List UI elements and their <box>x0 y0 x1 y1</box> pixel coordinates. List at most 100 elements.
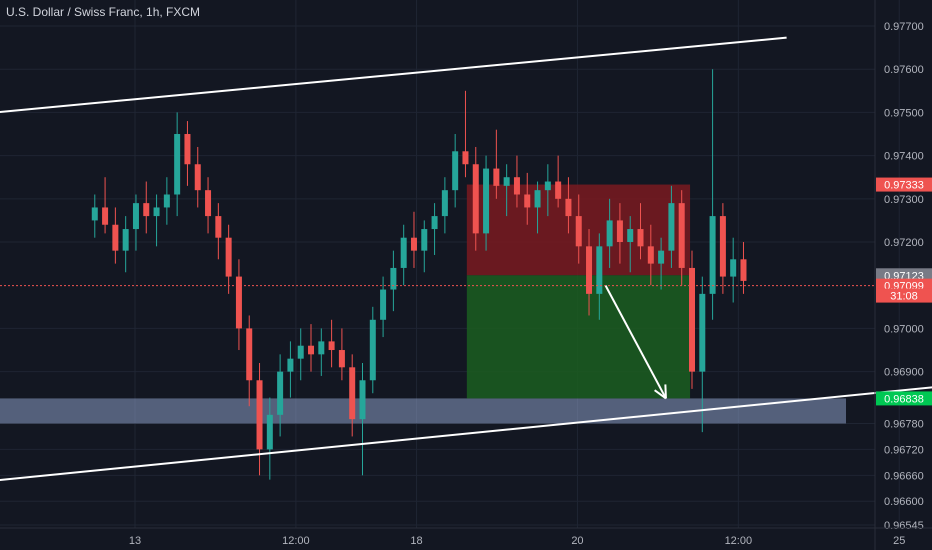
candle-body <box>627 229 634 243</box>
price-label-badge <box>876 177 932 192</box>
candle-body <box>431 216 438 230</box>
x-tick-label: 20 <box>571 535 583 547</box>
candle-body <box>266 414 273 450</box>
candle-body <box>215 216 222 238</box>
candle-body <box>555 181 562 199</box>
candle-body <box>524 194 531 208</box>
candle-body <box>647 246 654 264</box>
candle-body <box>688 267 695 372</box>
y-tick-label: 0.97400 <box>884 151 924 163</box>
candle-body <box>606 220 613 247</box>
price-label-text: 0.97333 <box>884 180 924 192</box>
candle-body <box>112 224 119 251</box>
candle-body <box>184 134 191 165</box>
candle-body <box>235 276 242 329</box>
candle-body <box>349 367 356 420</box>
candlestick-series <box>91 69 747 480</box>
candle-body <box>678 203 685 268</box>
price-label-badge <box>876 391 932 406</box>
candle-body <box>308 345 315 355</box>
y-tick-label: 0.97700 <box>884 21 924 33</box>
x-tick-label: 18 <box>410 535 422 547</box>
y-tick-label: 0.97600 <box>884 64 924 76</box>
candle-body <box>575 216 582 247</box>
candle-body <box>369 319 376 381</box>
y-tick-label: 0.97000 <box>884 323 924 335</box>
candle-body <box>596 246 603 294</box>
candle-body <box>122 229 129 251</box>
x-tick-label: 25 <box>893 535 905 547</box>
candle-body <box>730 259 737 277</box>
candle-body <box>297 345 304 359</box>
candle-body <box>163 194 170 208</box>
candle-body <box>586 246 593 294</box>
x-tick-label: 12:00 <box>725 535 753 547</box>
candle-body <box>338 350 345 368</box>
candle-body <box>668 203 675 251</box>
candle-body <box>709 216 716 294</box>
candle-body <box>246 328 253 381</box>
candle-body <box>225 237 232 277</box>
candle-body <box>390 267 397 290</box>
candle-body <box>143 203 150 217</box>
candle-body <box>410 237 417 251</box>
candle-body <box>359 380 366 420</box>
candle-body <box>380 289 387 320</box>
price-label-text: 31:08 <box>890 291 918 303</box>
candle-body <box>452 151 459 191</box>
candle-body <box>174 134 181 195</box>
y-tick-label: 0.97300 <box>884 194 924 206</box>
candle-body <box>513 177 520 195</box>
candle-body <box>256 380 263 450</box>
arrow-head <box>664 384 667 399</box>
y-tick-label: 0.96660 <box>884 470 924 482</box>
candle-body <box>318 341 325 355</box>
candle-body <box>483 168 490 234</box>
y-tick-label: 0.96780 <box>884 418 924 430</box>
candle-body <box>421 229 428 251</box>
channel-upper-line[interactable] <box>0 36 787 114</box>
y-tick-label: 0.96600 <box>884 496 924 508</box>
y-tick-label: 0.96545 <box>884 520 924 532</box>
x-tick-label: 12:00 <box>282 535 310 547</box>
candle-body <box>534 190 541 208</box>
candle-body <box>740 259 747 281</box>
candle-body <box>616 220 623 243</box>
candle-body <box>277 371 284 415</box>
take-profit-zone[interactable] <box>466 275 691 399</box>
grid-lines <box>0 0 900 528</box>
candle-body <box>565 198 572 217</box>
candle-body <box>719 216 726 277</box>
candle-body <box>102 207 109 225</box>
price-label-badge <box>876 288 932 303</box>
chart-title: U.S. Dollar / Swiss Franc, 1h, FXCM <box>6 5 201 19</box>
candle-body <box>194 164 201 191</box>
y-tick-label: 0.97500 <box>884 107 924 119</box>
arrow-head <box>654 389 667 400</box>
candle-body <box>462 151 469 165</box>
candle-body <box>91 207 98 221</box>
y-tick-label: 0.96720 <box>884 444 924 456</box>
candle-body <box>153 207 160 217</box>
support-zone[interactable] <box>0 398 846 424</box>
candle-body <box>441 190 448 217</box>
y-tick-label: 0.96900 <box>884 367 924 379</box>
candle-body <box>658 250 665 264</box>
price-axis[interactable]: 0.97700 0.97600 0.97500 0.97400 0.97300 0.972… <box>874 0 932 550</box>
candle-body <box>472 164 479 234</box>
candle-body <box>205 190 212 217</box>
projection-arrow[interactable] <box>604 285 667 399</box>
candle-body <box>132 203 139 230</box>
candle-body <box>493 168 500 186</box>
candle-body <box>328 341 335 351</box>
x-tick-label: 13 <box>129 535 141 547</box>
candle-body <box>287 358 294 372</box>
candle-body <box>400 237 407 268</box>
candle-body <box>637 229 644 247</box>
candle-body <box>544 181 551 191</box>
price-label-text: 0.96838 <box>884 393 924 405</box>
y-tick-label: 0.97200 <box>884 237 924 249</box>
